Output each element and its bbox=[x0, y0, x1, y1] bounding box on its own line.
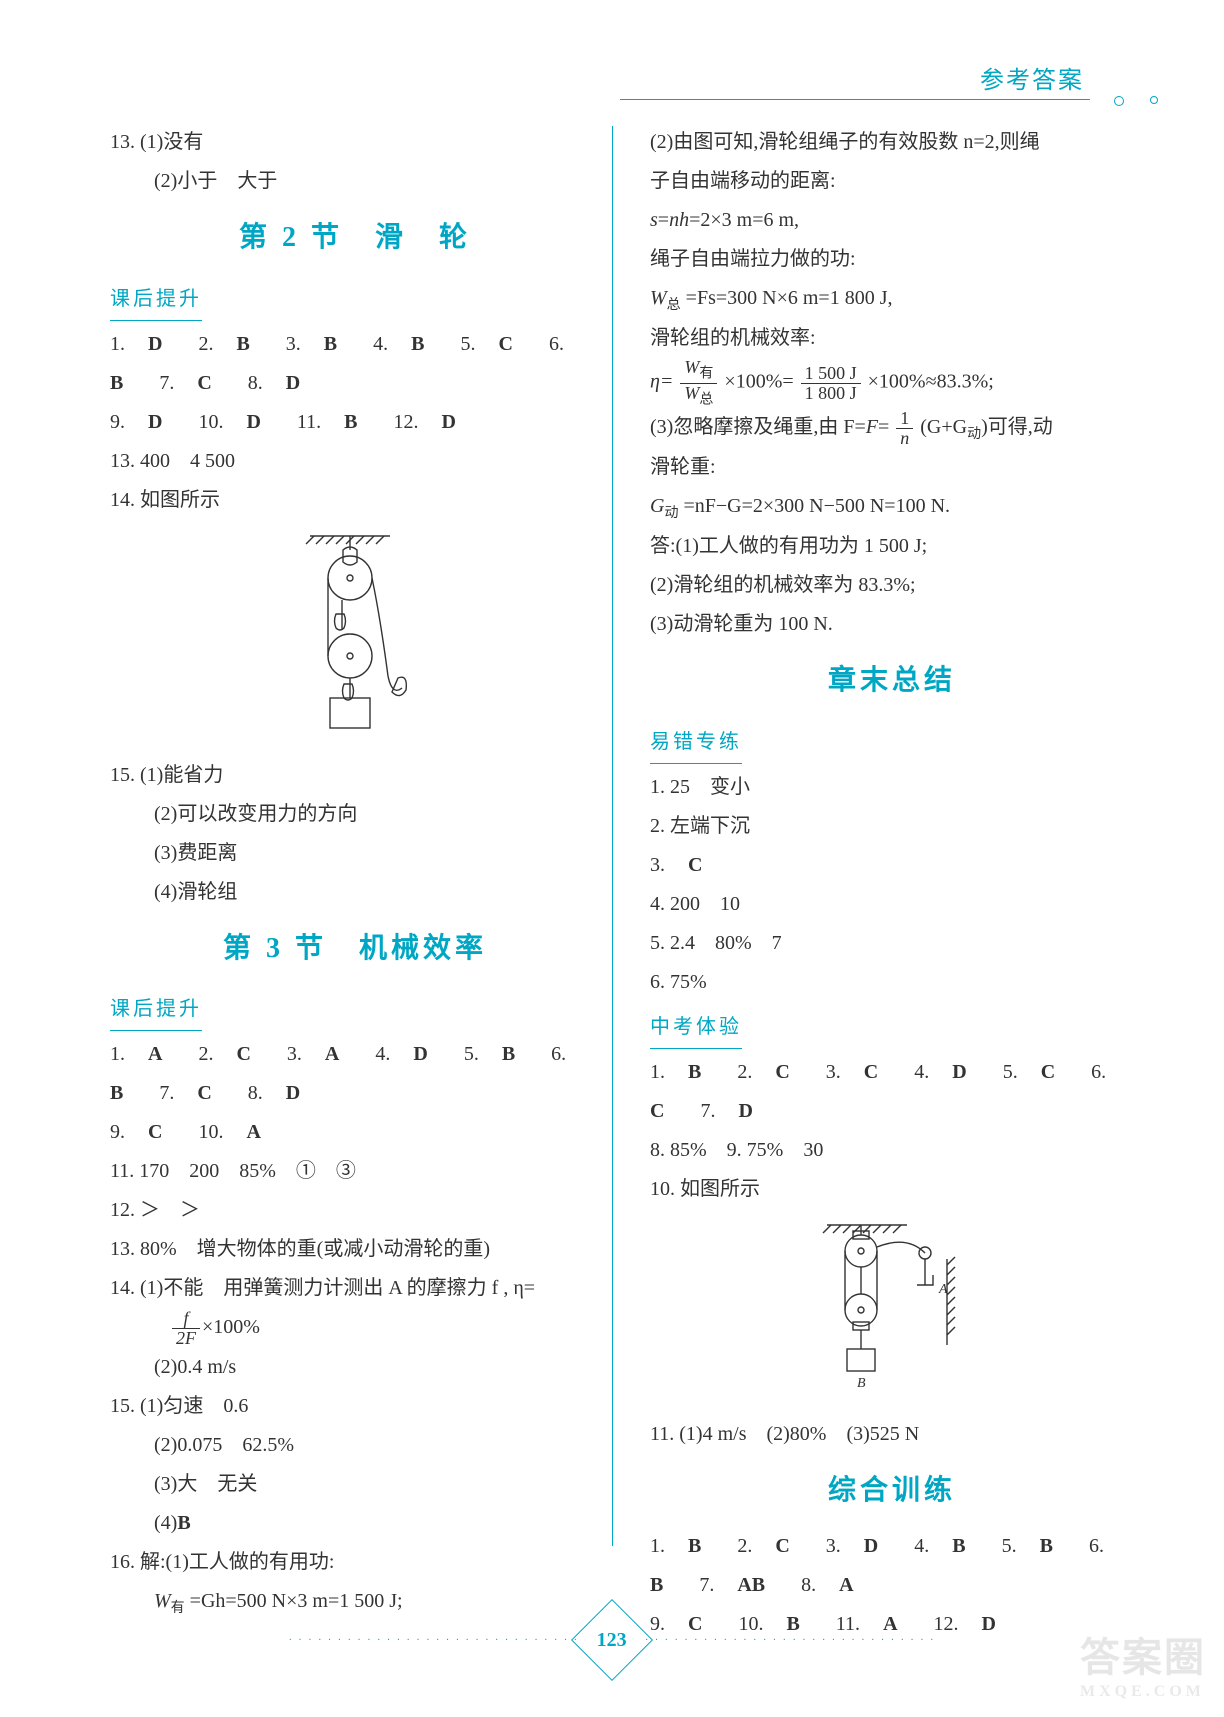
sec3-q16-1: 16. 解:(1)工人做的有用功: bbox=[110, 1543, 600, 1582]
r-ans-3: (3)动滑轮重为 100 N. bbox=[650, 605, 1134, 644]
zk-q11: 11. (1)4 m/s (2)80% (3)525 N bbox=[650, 1415, 1134, 1454]
yc-q1: 1. 25 变小 bbox=[650, 768, 1134, 807]
svg-text:B: B bbox=[857, 1376, 866, 1391]
sec3-q15-4: (4)B bbox=[110, 1504, 600, 1543]
r-p2: 子自由端移动的距离: bbox=[650, 162, 1134, 201]
zh-answers-1: 1. B2. C3. D4. B5. B6. B7. AB8. A bbox=[650, 1527, 1134, 1605]
sec2-q13: 13. 400 4 500 bbox=[110, 442, 600, 481]
r-p3: 绳子自由端拉力做的功: bbox=[650, 240, 1134, 279]
r-p4: 滑轮组的机械效率: bbox=[650, 319, 1134, 358]
r-p5: (3)忽略摩擦及绳重,由 F=F= 1n (G+G动)可得,动 bbox=[650, 408, 1134, 448]
sec2-q15-4: (4)滑轮组 bbox=[110, 873, 600, 912]
sec3-q13: 13. 80% 增大物体的重(或减小动滑轮的重) bbox=[110, 1230, 600, 1269]
pulley-figure-1 bbox=[110, 526, 600, 750]
sec2-q15-1: 15. (1)能省力 bbox=[110, 756, 600, 795]
r-eq1: s=nh=2×3 m=6 m, bbox=[650, 201, 1134, 240]
zk-q8: 8. 85% 9. 75% 30 bbox=[650, 1131, 1134, 1170]
sec3-q14-1: 14. (1)不能 用弹簧测力计测出 A 的摩擦力 f , η= bbox=[110, 1269, 600, 1308]
sec3-answers-row1: 1. A2. C3. A4. D5. B6. B7. C8. D bbox=[110, 1035, 600, 1113]
sec3-q15-2: (2)0.075 62.5% bbox=[110, 1426, 600, 1465]
yc-q2: 2. 左端下沉 bbox=[650, 807, 1134, 846]
zk-q10: 10. 如图所示 bbox=[650, 1170, 1134, 1209]
pulley-figure-2: B A bbox=[650, 1215, 1134, 1409]
section-2-subtitle: 课后提升 bbox=[110, 280, 202, 321]
q13-2: (2)小于 大于 bbox=[110, 162, 600, 201]
sec3-answers-row2: 9. C10. A bbox=[110, 1113, 600, 1152]
sec3-q14-formula: f2F×100% bbox=[110, 1308, 600, 1348]
sec2-answers-row2: 9. D10. D11. B12. D bbox=[110, 403, 600, 442]
summary-title: 章末总结 bbox=[650, 654, 1134, 709]
watermark: 答案圈 MXQE.COM bbox=[1080, 1625, 1206, 1701]
yc-title: 易错专练 bbox=[650, 723, 742, 764]
sec3-q15-1: 15. (1)匀速 0.6 bbox=[110, 1387, 600, 1426]
sec3-q15-3: (3)大 无关 bbox=[110, 1465, 600, 1504]
sec2-q15-3: (3)费距离 bbox=[110, 834, 600, 873]
yc-q5: 5. 2.4 80% 7 bbox=[650, 924, 1134, 963]
zk-answers: 1. B2. C3. C4. D5. C6. C7. D bbox=[650, 1053, 1134, 1131]
page-number: 123 bbox=[597, 1629, 627, 1652]
sec2-q14: 14. 如图所示 bbox=[110, 481, 600, 520]
yc-q6: 6. 75% bbox=[650, 963, 1134, 1002]
left-column: 13. (1)没有 (2)小于 大于 第 2 节 滑 轮 课后提升 1. D2.… bbox=[110, 123, 622, 1644]
yc-q3: 3. C bbox=[650, 846, 1134, 885]
r-p1: (2)由图可知,滑轮组绳子的有效股数 n=2,则绳 bbox=[650, 123, 1134, 162]
page-footer: · · · · · · · · · · · · · · · · · · · · … bbox=[0, 1611, 1224, 1669]
section-3-title: 第 3 节 机械效率 bbox=[110, 922, 600, 977]
section-3-subtitle: 课后提升 bbox=[110, 990, 202, 1031]
sec3-q11: 11. 170 200 85% ① ③ bbox=[110, 1152, 600, 1191]
sec2-q15-2: (2)可以改变用力的方向 bbox=[110, 795, 600, 834]
r-eq3: G动 =nF−G=2×300 N−500 N=100 N. bbox=[650, 487, 1134, 527]
q13-1: 13. (1)没有 bbox=[110, 123, 600, 162]
page-header: 参考答案 bbox=[980, 68, 1084, 94]
r-eq2: W总 =Fs=300 N×6 m=1 800 J, bbox=[650, 279, 1134, 319]
right-column: (2)由图可知,滑轮组绳子的有效股数 n=2,则绳 子自由端移动的距离: s=n… bbox=[622, 123, 1134, 1644]
r-ans-2: (2)滑轮组的机械效率为 83.3%; bbox=[650, 566, 1134, 605]
sec2-answers-row1: 1. D2. B3. B4. B5. C6. B7. C8. D bbox=[110, 325, 600, 403]
section-2-title: 第 2 节 滑 轮 bbox=[110, 211, 600, 266]
yc-q4: 4. 200 10 bbox=[650, 885, 1134, 924]
zh-title: 综合训练 bbox=[650, 1464, 1134, 1519]
zk-title: 中考体验 bbox=[650, 1008, 742, 1049]
sec3-q12: 12. ＞ ＞ bbox=[110, 1191, 600, 1230]
r-p6: 滑轮重: bbox=[650, 448, 1134, 487]
r-eta: η= W有W总 ×100%= 1 500 J1 800 J ×100%≈83.3… bbox=[650, 358, 1134, 408]
sec3-q14-2: (2)0.4 m/s bbox=[110, 1348, 600, 1387]
r-ans-1: 答:(1)工人做的有用功为 1 500 J; bbox=[650, 527, 1134, 566]
